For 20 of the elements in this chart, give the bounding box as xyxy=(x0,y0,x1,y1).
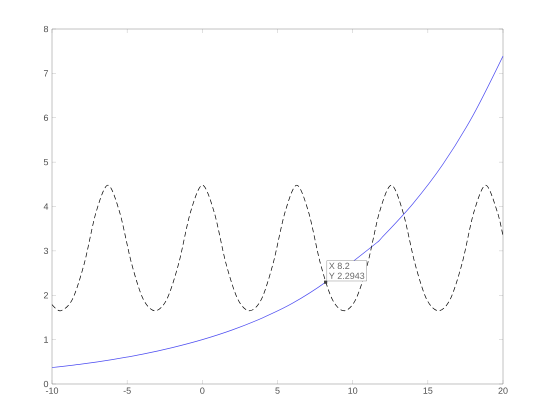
x-tick-label: 20 xyxy=(498,388,508,394)
y-tick-label: 5 xyxy=(44,158,48,166)
annotation: X 8.2 xyxy=(329,262,350,270)
annotation: Y 2.2943 xyxy=(329,272,364,279)
y-tick-label: 6 xyxy=(44,114,48,121)
y-tick-label: 1 xyxy=(44,336,48,343)
y-tick-label: 0 xyxy=(44,380,48,388)
x-tick-label: -5 xyxy=(124,388,131,394)
x-tick-label: 0 xyxy=(200,388,204,394)
y-tick-label: 7 xyxy=(44,70,48,76)
x-tick-label: 10 xyxy=(348,388,358,394)
y-tick-label: 8 xyxy=(44,26,48,32)
y-tick-label: 2 xyxy=(44,292,48,298)
x-tick-label: 15 xyxy=(424,388,432,394)
x-tick-label: -10 xyxy=(46,388,58,394)
line-series xyxy=(52,56,504,368)
y-tick-label: 4 xyxy=(44,203,48,210)
x-tick-label: 5 xyxy=(275,388,280,394)
y-tick-label: 3 xyxy=(44,248,48,254)
line-series xyxy=(52,184,504,312)
